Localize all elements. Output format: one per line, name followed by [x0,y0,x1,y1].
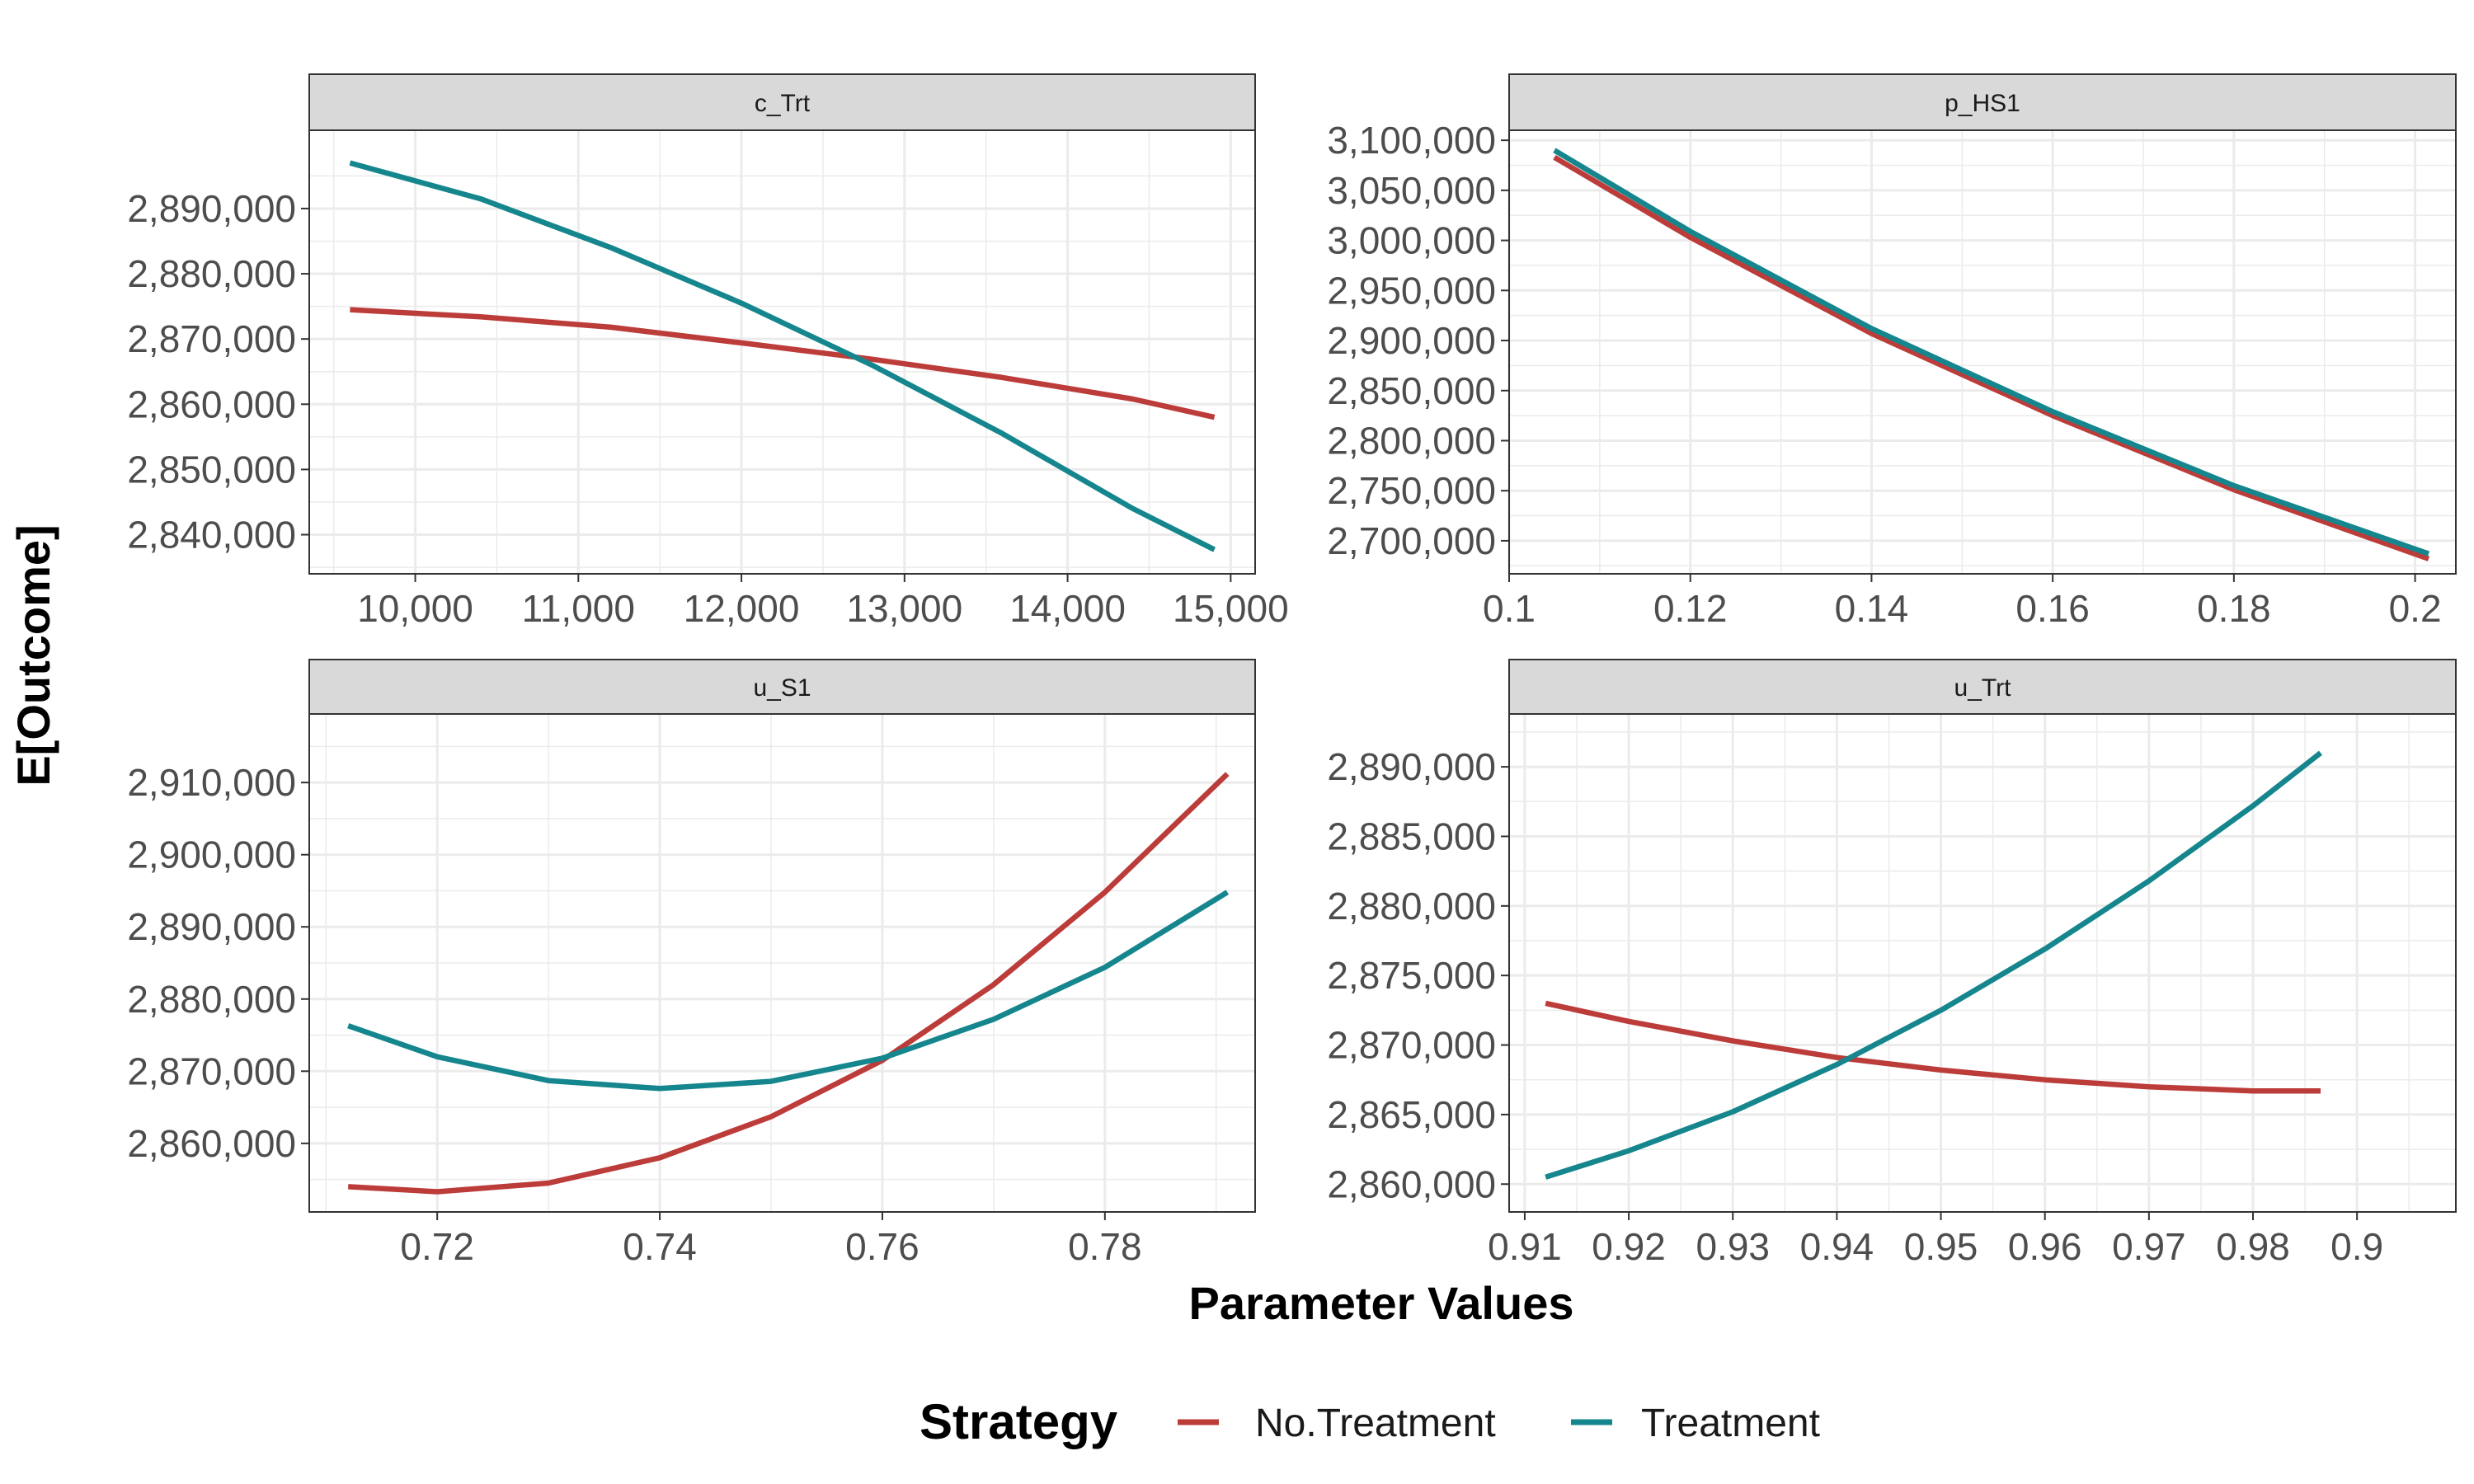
y-tick-label: 2,880,000 [1327,885,1496,928]
x-tick-label: 0.97 [2112,1225,2186,1268]
y-tick-label: 2,875,000 [1327,954,1496,997]
panel-u_Trt: u_Trt 0.91 0.92 0.93 0.94 0.95 0.96 0.97 0.98 0.9… [1327,659,2457,1268]
panel-border [1508,129,2457,575]
y-tick-label: 2,860,000 [1327,1162,1496,1205]
y-tick-label: 2,840,000 [127,514,296,556]
x-tick-label: 0.95 [1904,1225,1978,1268]
legend-title: Strategy [920,1394,1118,1449]
y-tick-label: 2,750,000 [1327,469,1496,512]
panel-c_Trt: c_Trt 10,000 11,000 12,000 13,000 14,000 15,00… [127,73,1289,630]
y-tick-label: 3,100,000 [1327,119,1496,162]
panel-background [1509,130,2456,574]
y-tick-label: 2,870,000 [1327,1024,1496,1067]
x-tick-label: 11,000 [522,587,635,630]
y-tick-label: 2,950,000 [1327,269,1496,312]
strip-label: p_HS1 [1945,90,2020,117]
strip-label: u_Trt [1954,674,2012,702]
strip-u_Trt [1508,659,2457,715]
series-line-no-treatment [1553,154,2430,561]
legend-label-no-treatment: No.Treatment [1255,1402,1496,1445]
panel-p_HS1: p_HS1 0.1 0.12 0.14 0.16 0.18 0.2 2,700,000 2,75… [1327,73,2457,630]
legend-label-treatment: Treatment [1641,1402,1820,1445]
y-tick-label: 2,865,000 [1327,1093,1496,1136]
x-tick-label: 0.1 [1483,587,1536,630]
y-tick-label: 2,800,000 [1327,419,1496,462]
x-axis-title: Parameter Values [1189,1277,1574,1329]
strip-label: c_Trt [755,90,811,117]
y-tick-label: 2,700,000 [1327,519,1496,562]
x-tick-label: 12,000 [684,587,800,630]
x-tick-label: 0.74 [623,1225,697,1268]
x-tick-label: 0.91 [1488,1225,1562,1268]
y-tick-label: 2,860,000 [127,383,296,425]
y-tick-label: 3,000,000 [1327,219,1496,262]
x-tick-label: 0.16 [2015,587,2090,630]
y-tick-label: 2,910,000 [127,761,296,804]
y-tick-label: 2,870,000 [127,317,296,360]
y-tick-label: 3,050,000 [1327,169,1496,212]
series-line-treatment [349,160,1216,552]
panel-border [308,713,1256,1213]
y-tick-label: 2,890,000 [127,905,296,948]
x-tick-label: 14,000 [1009,587,1126,630]
x-tick-label: 0.76 [845,1225,920,1268]
panel-u_S1: u_S1 0.72 0.74 0.76 0.78 2,860,000 2,870,000 2,… [127,659,1256,1268]
x-tick-label: 0.9 [2331,1225,2383,1268]
x-tick-label: 10,000 [357,587,473,630]
facet-panels: c_Trt 10,000 11,000 12,000 13,000 14,000 15,00… [127,73,2457,1268]
x-tick-label: 13,000 [846,587,962,630]
y-axis-title: E[Outcome] [7,524,59,786]
panel-background [309,130,1255,574]
y-tick-label: 2,870,000 [127,1050,296,1092]
series-line-no-treatment [350,307,1216,420]
x-tick-label: 0.93 [1696,1225,1770,1268]
legend: Strategy No.Treatment Treatment [920,1394,1820,1449]
series-line-no-treatment [348,772,1230,1195]
strip-label: u_S1 [753,674,811,702]
y-tick-label: 2,890,000 [1327,745,1496,788]
x-tick-label: 0.14 [1835,587,1909,630]
panel-border [1508,713,2457,1213]
x-tick-label: 15,000 [1173,587,1289,630]
y-tick-label: 2,850,000 [1327,369,1496,412]
series-line-treatment [1545,750,2323,1180]
y-tick-label: 2,880,000 [127,978,296,1021]
series-line-treatment [347,890,1229,1092]
x-tick-label: 0.96 [2008,1225,2082,1268]
y-tick-label: 2,890,000 [127,187,296,230]
x-tick-label: 0.72 [400,1225,474,1268]
strip-p_HS1 [1508,73,2457,131]
y-tick-label: 2,885,000 [1327,815,1496,857]
panel-border [308,129,1256,575]
y-tick-label: 2,880,000 [127,252,296,295]
y-tick-label: 2,900,000 [1327,319,1496,362]
x-tick-label: 0.94 [1800,1225,1874,1268]
y-tick-label: 2,850,000 [127,448,296,491]
series-line-treatment [1553,148,2430,556]
x-tick-label: 0.12 [1653,587,1728,630]
y-tick-label: 2,860,000 [127,1122,296,1165]
x-tick-label: 0.98 [2216,1225,2290,1268]
x-tick-label: 0.18 [2197,587,2271,630]
panel-background [1509,714,2456,1212]
series-line-no-treatment [1545,1000,2321,1094]
strip-c_Trt [308,73,1256,131]
x-tick-label: 0.92 [1592,1225,1666,1268]
x-tick-label: 0.2 [2389,587,2442,630]
x-tick-label: 0.78 [1068,1225,1142,1268]
y-tick-label: 2,900,000 [127,834,296,876]
